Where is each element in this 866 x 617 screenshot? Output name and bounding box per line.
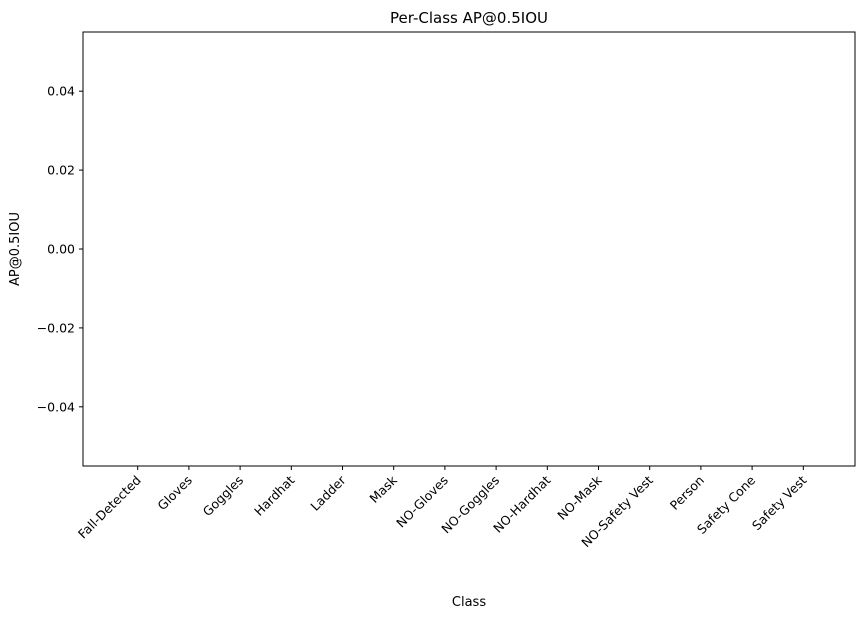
x-tick-label: Mask bbox=[366, 472, 400, 506]
x-tick-label: NO-Mask bbox=[554, 472, 605, 523]
y-tick-label: −0.04 bbox=[37, 399, 75, 414]
y-tick-label: −0.02 bbox=[37, 320, 75, 335]
y-tick-label: 0.02 bbox=[47, 163, 75, 178]
y-tick-label: 0.04 bbox=[47, 84, 75, 99]
y-axis: −0.04 −0.02 0.00 0.02 0.04 bbox=[37, 84, 83, 414]
x-axis-label: Class bbox=[452, 595, 486, 610]
plot-area-frame bbox=[82, 31, 856, 467]
x-tick-label: Safety Vest bbox=[749, 472, 810, 533]
x-tick-label: Ladder bbox=[307, 472, 349, 514]
x-tick-label: Hardhat bbox=[251, 472, 297, 518]
x-axis: Fall-Detected Gloves Goggles Hardhat Ladder M… bbox=[75, 466, 810, 550]
chart-title: Per-Class AP@0.5IOU bbox=[390, 9, 548, 27]
x-tick-label: Goggles bbox=[200, 473, 247, 520]
y-tick-label: 0.00 bbox=[47, 242, 75, 257]
y-axis-label: AP@0.5IOU bbox=[8, 212, 23, 286]
x-tick-label: Person bbox=[667, 473, 707, 513]
x-tick-label: Gloves bbox=[154, 473, 195, 514]
x-tick-label: Fall-Detected bbox=[75, 473, 144, 542]
